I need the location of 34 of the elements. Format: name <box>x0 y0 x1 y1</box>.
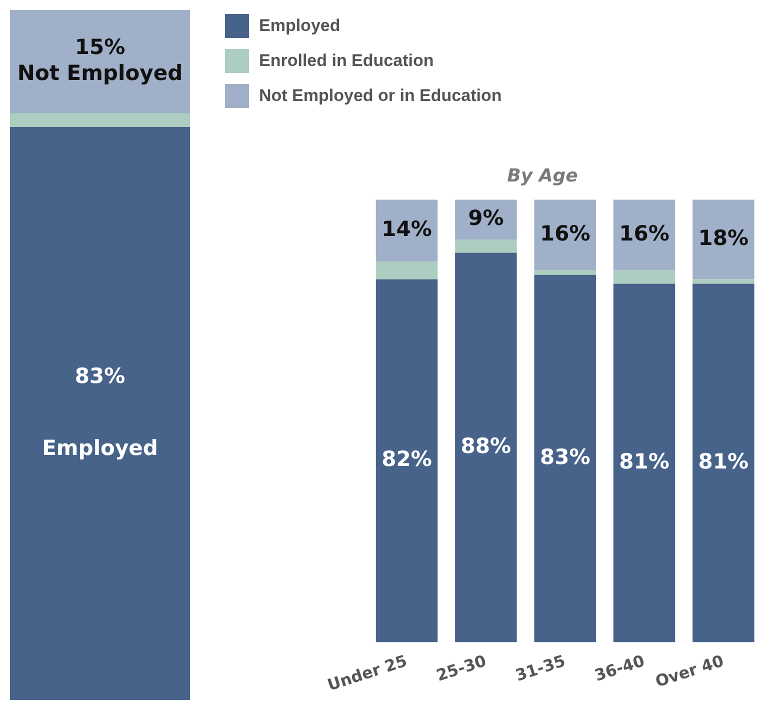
data-label: 83% <box>540 445 590 469</box>
bar <box>613 200 676 270</box>
bar <box>376 279 438 642</box>
data-label: 16% <box>619 221 670 246</box>
x-tick-label: Under 25 <box>325 651 410 695</box>
x-tick-label: 25-30 <box>434 651 488 685</box>
x-tick-label: 31-35 <box>513 651 568 685</box>
x-tick-label: 36-40 <box>592 651 647 685</box>
bar <box>534 200 596 270</box>
legend-label: Enrolled in Education <box>259 50 434 70</box>
data-label: 81% <box>619 449 670 474</box>
legend-label: Not Employed or in Education <box>259 86 502 106</box>
x-tick-label: Over 40 <box>652 651 726 691</box>
bar <box>692 279 754 284</box>
bar <box>376 262 438 280</box>
chart-title: By Age <box>507 165 578 186</box>
data-label: 9% <box>468 206 504 230</box>
bar <box>534 270 596 275</box>
bar <box>692 284 754 642</box>
data-label: 18% <box>698 226 749 250</box>
bar <box>613 270 676 284</box>
data-label: 82% <box>382 447 432 472</box>
text: 83% Employed <box>42 364 158 460</box>
data-label: 15% Not Employed <box>17 35 183 86</box>
legend-label: Employed <box>259 16 340 36</box>
bar <box>455 252 517 642</box>
bar <box>534 274 596 642</box>
bar <box>455 239 517 253</box>
data-label: 16% <box>540 221 590 246</box>
data-label: 88% <box>460 434 512 458</box>
data-label: 81% <box>698 449 749 474</box>
data-label: 14% <box>382 217 432 242</box>
bar <box>692 200 754 280</box>
bar <box>613 284 676 642</box>
